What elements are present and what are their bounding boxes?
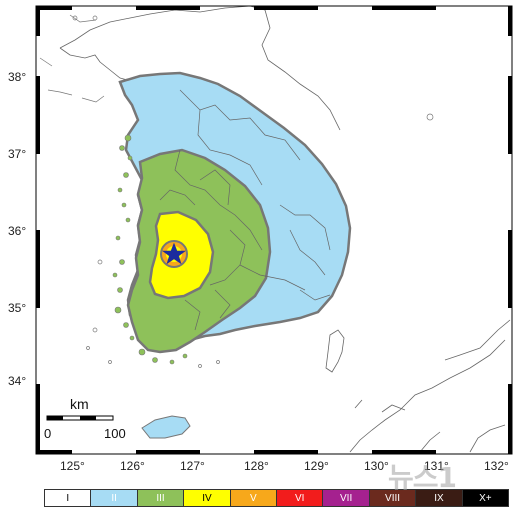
lat-label-36: 36° [8,224,27,238]
legend-cell: VII [323,490,370,506]
lon-label-127: 127° [180,459,205,473]
scale-unit-label: km [70,396,89,412]
lon-label-125: 125° [60,459,85,473]
lat-label-35: 35° [8,301,27,315]
legend-cell: VI [277,490,324,506]
west-islands [112,134,188,365]
lon-label-130: 130° [364,459,389,473]
legend-cell: X+ [462,490,509,506]
legend-cell: III [137,490,185,506]
jeju-island [141,415,191,439]
scale-bar [46,415,114,421]
legend-cell: IV [184,490,231,506]
lon-label-126: 126° [120,459,145,473]
japan-coastline [349,319,511,453]
lat-label-34: 34° [8,374,27,388]
lon-label-131: 131° [424,459,449,473]
frame-ticks [36,6,512,454]
scale-start-label: 0 [44,426,52,441]
legend-cell: IX [416,490,463,506]
lon-label-132: 132° [484,459,509,473]
east-island-tsushima [325,329,345,373]
lat-label-38: 38° [8,70,27,84]
province-boundaries [159,89,331,331]
legend-cell: V [230,490,278,506]
outline-islands [72,15,434,368]
legend-cell: I [45,490,92,506]
lon-label-128: 128° [244,459,269,473]
legend-cell: VIII [369,490,417,506]
legend-cell: II [91,490,138,506]
epicenter-star-icon [161,242,187,265]
scale-end-label: 100 [104,426,126,441]
intensity-legend: I II III IV V VI VII VIII IX X+ [44,489,509,507]
coast-detail-nw [39,14,105,103]
news-watermark: 뉴스1 [388,461,457,494]
lon-label-129: 129° [304,459,329,473]
lat-label-37: 37° [8,147,27,161]
